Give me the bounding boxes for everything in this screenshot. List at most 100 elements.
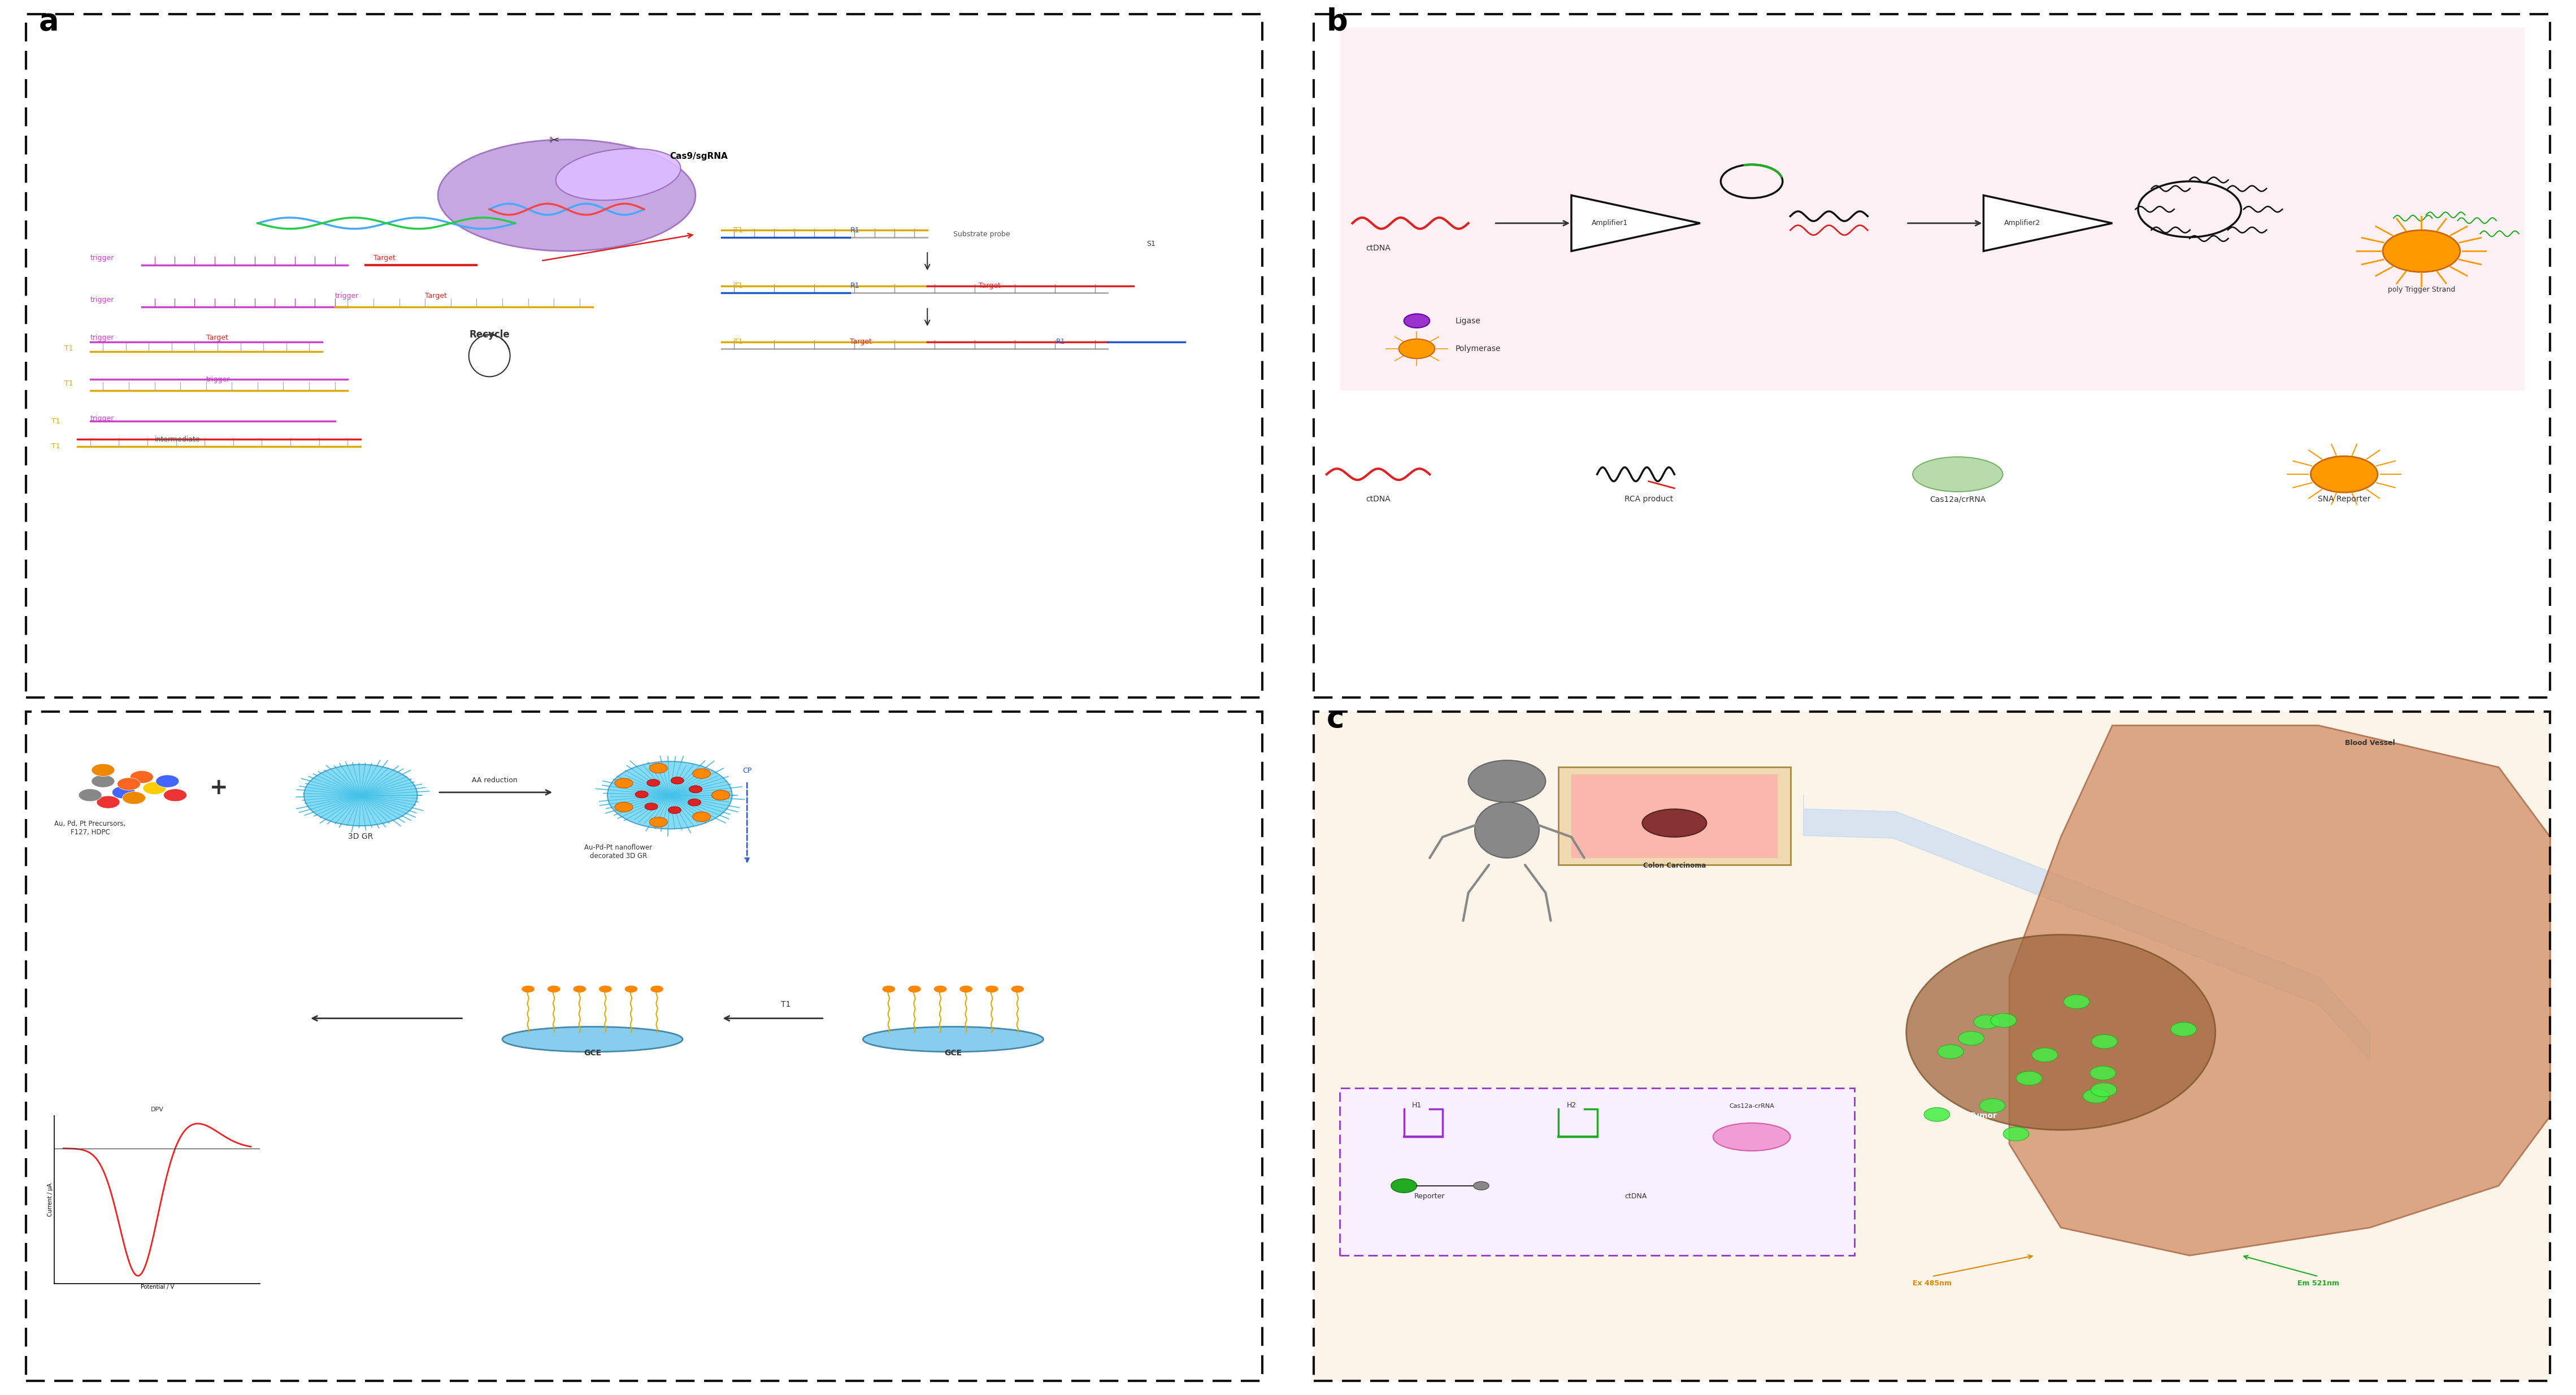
FancyBboxPatch shape (1314, 711, 2550, 1381)
Text: Colon Carcinoma: Colon Carcinoma (1643, 862, 1705, 869)
Circle shape (690, 785, 703, 792)
Ellipse shape (502, 1027, 683, 1052)
Text: T1: T1 (64, 345, 72, 353)
Text: ✂: ✂ (549, 135, 559, 146)
Text: a: a (39, 7, 59, 36)
Circle shape (2172, 1023, 2197, 1036)
Circle shape (961, 985, 974, 993)
Text: Target: Target (850, 338, 873, 346)
Text: Tumor: Tumor (1971, 1112, 1996, 1120)
Text: GCE: GCE (945, 1049, 961, 1057)
Text: T1: T1 (781, 1000, 791, 1009)
Text: Cas9/sgRNA: Cas9/sgRNA (670, 152, 729, 160)
Text: T1: T1 (734, 338, 742, 346)
Text: Target: Target (979, 282, 1002, 290)
Text: R1: R1 (850, 282, 860, 290)
Circle shape (667, 806, 680, 813)
Circle shape (2063, 995, 2089, 1009)
Text: Reporter: Reporter (1414, 1193, 1445, 1200)
Text: Em 521nm: Em 521nm (2298, 1279, 2339, 1288)
Ellipse shape (1906, 935, 2215, 1130)
Text: GCE: GCE (585, 1049, 600, 1057)
Circle shape (129, 771, 155, 784)
Text: 3D GR: 3D GR (348, 833, 374, 841)
Text: T1: T1 (734, 226, 742, 234)
Text: ctDNA: ctDNA (1625, 1193, 1646, 1200)
Circle shape (644, 804, 657, 810)
Circle shape (304, 764, 417, 826)
Text: Polymerase: Polymerase (1455, 345, 1502, 353)
Text: RCA product: RCA product (1625, 495, 1672, 504)
Text: Ex 485nm: Ex 485nm (1911, 1279, 1953, 1288)
Circle shape (987, 985, 999, 993)
Text: +: + (209, 777, 229, 799)
Circle shape (1010, 985, 1025, 993)
Circle shape (113, 785, 137, 798)
Circle shape (574, 985, 587, 993)
Text: trigger: trigger (90, 296, 113, 304)
Circle shape (649, 763, 667, 773)
Text: T1: T1 (52, 417, 59, 425)
Circle shape (1404, 314, 1430, 328)
Ellipse shape (1914, 458, 2004, 492)
Text: c: c (1327, 704, 1345, 734)
Text: ctDNA: ctDNA (1365, 495, 1391, 504)
Polygon shape (1571, 195, 1700, 251)
Text: Target: Target (206, 333, 229, 342)
Circle shape (2089, 1066, 2115, 1080)
Circle shape (2084, 1089, 2110, 1103)
Text: H2: H2 (1566, 1102, 1577, 1109)
Text: Target: Target (425, 292, 448, 300)
Text: Au, Pd, Pt Precursors,
F127, HDPC: Au, Pd, Pt Precursors, F127, HDPC (54, 820, 126, 836)
Circle shape (711, 790, 729, 801)
Text: trigger: trigger (206, 375, 229, 384)
Circle shape (1973, 1016, 1999, 1030)
Circle shape (909, 985, 922, 993)
Text: AA reduction: AA reduction (471, 777, 518, 784)
Text: intermediate: intermediate (155, 435, 201, 444)
Text: DPV: DPV (149, 1108, 165, 1113)
Circle shape (2383, 230, 2460, 272)
FancyBboxPatch shape (1571, 774, 1777, 858)
Text: CP: CP (742, 767, 752, 774)
Text: Cas12a/crRNA: Cas12a/crRNA (1929, 495, 1986, 504)
Circle shape (626, 985, 639, 993)
Circle shape (1924, 1108, 1950, 1122)
Text: Blood Vessel: Blood Vessel (2344, 739, 2396, 746)
Circle shape (2311, 456, 2378, 492)
Text: ctDNA: ctDNA (1365, 244, 1391, 252)
Circle shape (520, 985, 536, 993)
Text: S1: S1 (1146, 240, 1154, 248)
Text: trigger: trigger (90, 414, 113, 423)
Polygon shape (2009, 725, 2550, 1256)
Text: Substrate probe: Substrate probe (953, 230, 1010, 239)
Text: Au-Pd-Pt nanoflower
decorated 3D GR: Au-Pd-Pt nanoflower decorated 3D GR (585, 844, 652, 859)
Circle shape (77, 790, 103, 801)
Ellipse shape (1713, 1123, 1790, 1151)
Text: Target: Target (374, 254, 397, 262)
Circle shape (165, 790, 188, 801)
Text: Ligase: Ligase (1455, 317, 1481, 325)
Circle shape (935, 985, 948, 993)
Polygon shape (1984, 195, 2112, 251)
Circle shape (118, 778, 142, 791)
Text: b: b (1327, 7, 1347, 36)
Circle shape (157, 776, 180, 787)
Text: T1: T1 (64, 379, 72, 388)
Circle shape (616, 802, 634, 812)
Ellipse shape (556, 148, 680, 201)
Circle shape (1468, 760, 1546, 802)
Circle shape (124, 792, 147, 804)
Circle shape (693, 812, 711, 822)
Circle shape (598, 985, 613, 993)
Circle shape (1991, 1013, 2017, 1027)
Text: Recycle: Recycle (469, 329, 510, 340)
Text: SNA Reporter: SNA Reporter (2318, 495, 2370, 504)
Circle shape (144, 781, 167, 795)
Circle shape (881, 985, 896, 993)
Circle shape (647, 780, 659, 787)
Text: Amplifier1: Amplifier1 (1592, 219, 1628, 227)
Circle shape (2092, 1083, 2117, 1096)
Circle shape (711, 790, 729, 801)
Circle shape (93, 764, 116, 776)
